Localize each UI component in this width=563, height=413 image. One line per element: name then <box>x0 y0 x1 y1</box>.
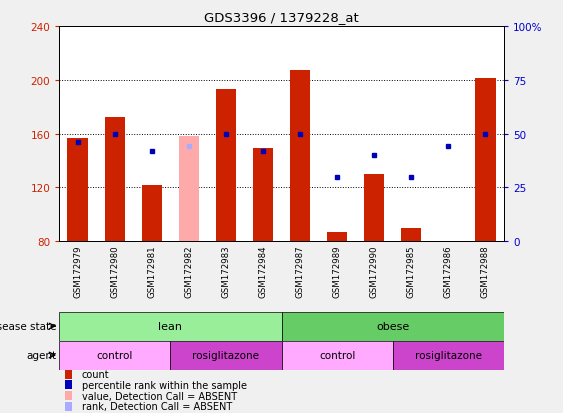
Bar <box>475 79 495 242</box>
Text: GSM172990: GSM172990 <box>370 245 379 297</box>
Text: count: count <box>82 369 109 379</box>
Text: GSM172986: GSM172986 <box>444 245 453 298</box>
Text: disease state: disease state <box>0 321 56 331</box>
Text: control: control <box>96 350 133 360</box>
Bar <box>68 138 88 242</box>
Text: agent: agent <box>26 350 56 360</box>
Bar <box>59 341 171 370</box>
Text: GSM172985: GSM172985 <box>406 245 415 298</box>
Text: lean: lean <box>158 321 182 331</box>
Text: GSM172984: GSM172984 <box>258 245 267 298</box>
Bar <box>282 312 504 341</box>
Bar <box>393 341 504 370</box>
Text: GSM172987: GSM172987 <box>296 245 305 298</box>
Text: obese: obese <box>376 321 409 331</box>
Text: rank, Detection Call = ABSENT: rank, Detection Call = ABSENT <box>82 401 232 411</box>
Text: GSM172981: GSM172981 <box>148 245 157 298</box>
Text: value, Detection Call = ABSENT: value, Detection Call = ABSENT <box>82 391 237 401</box>
Bar <box>364 174 385 242</box>
Text: GSM172979: GSM172979 <box>73 245 82 297</box>
Bar <box>282 341 393 370</box>
Bar <box>401 228 422 242</box>
Text: control: control <box>319 350 355 360</box>
Text: GSM172989: GSM172989 <box>333 245 342 297</box>
Bar <box>105 118 125 242</box>
Bar <box>216 90 236 242</box>
Text: rosiglitazone: rosiglitazone <box>193 350 260 360</box>
Bar <box>59 312 282 341</box>
Text: rosiglitazone: rosiglitazone <box>415 350 482 360</box>
Text: percentile rank within the sample: percentile rank within the sample <box>82 380 247 390</box>
Bar <box>171 341 282 370</box>
Title: GDS3396 / 1379228_at: GDS3396 / 1379228_at <box>204 11 359 24</box>
Text: GSM172982: GSM172982 <box>184 245 193 298</box>
Bar <box>290 71 310 242</box>
Bar <box>178 137 199 242</box>
Text: GSM172988: GSM172988 <box>481 245 490 298</box>
Bar <box>253 149 273 242</box>
Text: GSM172983: GSM172983 <box>221 245 230 298</box>
Bar <box>141 185 162 242</box>
Text: GSM172980: GSM172980 <box>110 245 119 298</box>
Bar <box>327 232 347 242</box>
